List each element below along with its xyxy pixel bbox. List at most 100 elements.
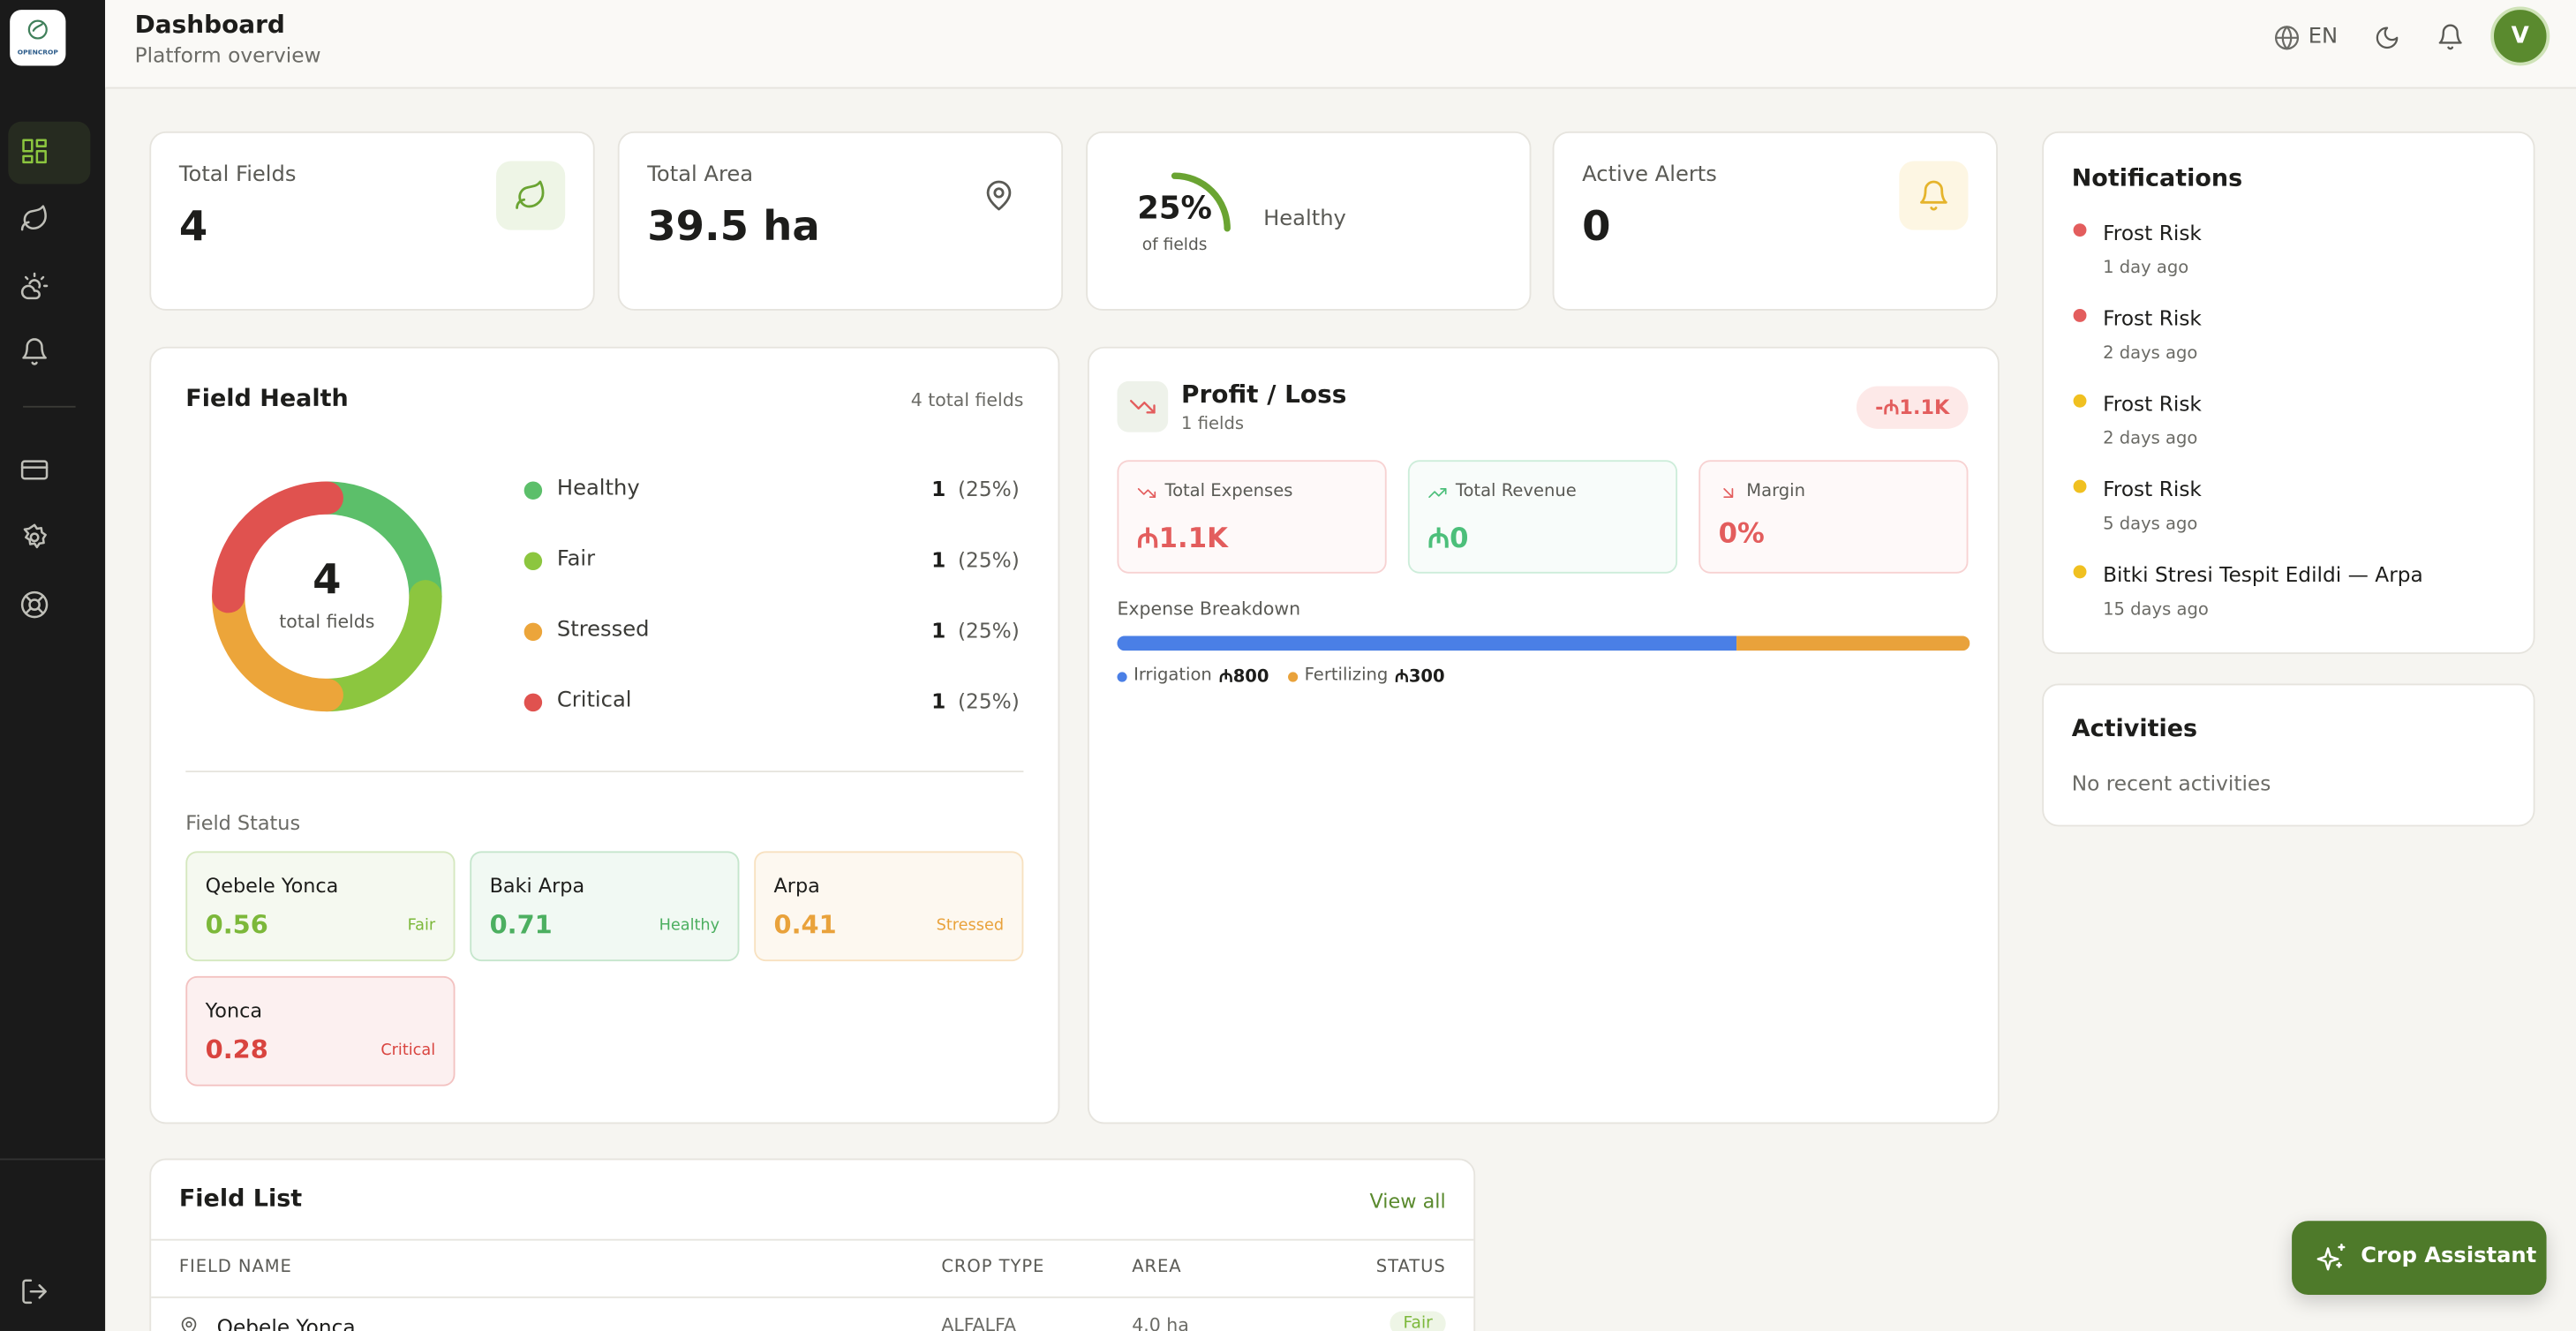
language[interactable]: EN [2308,24,2339,49]
nav-separator [0,1158,106,1161]
stat-card: Total Fields 4 [149,131,595,311]
stat-value: 39.5 ha [647,201,820,250]
field-score: 0.28 [205,1034,268,1065]
divider [185,771,1024,772]
breakdown-bar [1736,635,1970,651]
notification-title[interactable]: Bitki Stresi Tespit Edildi — Arpa [2103,561,2423,587]
row-cell: ALFALFA [941,1314,1016,1331]
nav-gear[interactable] [19,523,49,553]
legend-dot [523,481,543,500]
stat-label: Total Fields [178,162,297,188]
legend-share: (25%) [957,688,1020,713]
gauge-arc [1171,172,1231,232]
metric-box: Total Revenue ₼0 [1407,460,1678,574]
legend-name: Irrigation [1134,665,1212,686]
field-score: 0.56 [205,910,268,940]
legend-dot [523,693,543,712]
nav-logout[interactable] [19,1277,49,1307]
donut-segment [212,580,343,712]
donut-segment [310,580,442,712]
row-cell: Qebele Yonca [216,1314,356,1331]
field-card[interactable]: Baki Arpa 0.71 Healthy [470,851,740,962]
donut [212,481,442,712]
field-status: Critical [380,1041,436,1060]
page-subtitle: Platform overview [134,42,321,68]
row-cell: 4.0 ha [1132,1314,1189,1331]
assistant-button[interactable]: Crop Assistant [2292,1221,2547,1296]
section-title: Field Status [185,811,301,835]
field-list-card: Field List View all FIELD NAME CROP TYPE ARE… [149,1158,1476,1331]
field-card[interactable]: Arpa 0.41 Stressed [754,851,1024,962]
severity-dot [2073,479,2087,493]
stat-card: 25% of fields Healthy [1086,131,1532,311]
nav-cardi[interactable] [19,455,49,485]
column-header: STATUS [1375,1257,1446,1277]
field-card[interactable]: Qebele Yonca 0.56 Fair [185,851,456,962]
notification-title[interactable]: Frost Risk [2103,476,2202,501]
legend-share: (25%) [957,617,1020,643]
stat-value: 4 [178,201,208,250]
stat-card: Active Alerts 0 [1552,131,1998,311]
notification-title[interactable]: Frost Risk [2103,305,2202,331]
column-header: CROP TYPE [941,1257,1045,1277]
pl-badge: -₼1.1K [1856,386,1969,429]
avatar[interactable]: V [2490,6,2550,66]
field-status: Healthy [659,916,720,936]
nav-leaf[interactable] [19,204,49,234]
activities-card: Activities No recent activities [2042,683,2535,827]
bell-icon [1920,180,1947,211]
severity-dot [2073,308,2087,322]
legend-count: 1 [931,688,946,713]
donut-segment [212,481,343,613]
legend-count: 1 [931,546,946,572]
field-name: Arpa [773,874,820,898]
severity-dot [2073,394,2087,408]
metric-value: ₼0 [1427,523,1469,554]
metric-icon [1723,488,1734,499]
nav-active [8,121,91,184]
profit-loss-card: Profit / Loss 1 fields -₼1.1K Total Expense… [1087,346,2000,1124]
legend-amount: ₼800 [1218,666,1269,688]
view-all-link[interactable]: View all [1369,1189,1446,1213]
column-header: FIELD NAME [178,1257,292,1277]
notification-title[interactable]: Frost Risk [2103,391,2202,417]
pl-icon [1117,380,1169,432]
card-title: Activities [2071,716,2198,743]
card-title: Notifications [2071,166,2243,192]
globe-icon[interactable] [2274,25,2301,51]
field-status: Stressed [936,916,1005,936]
stat-label: Healthy [1263,207,1346,232]
nav-help[interactable] [19,590,49,620]
logo: OPENCROP [10,10,66,66]
field-card[interactable]: Yonca 0.28 Critical [185,975,456,1087]
legend-dot [523,552,543,571]
card-subtitle: 1 fields [1181,414,1245,434]
field-name: Yonca [205,998,263,1022]
center-value: 4 [313,555,342,604]
trend-down [1129,399,1156,414]
notification-title[interactable]: Frost Risk [2103,220,2202,245]
header-bell[interactable] [2437,23,2465,51]
legend-share: (25%) [957,476,1020,501]
legend-dot [523,622,543,642]
nav-bell[interactable] [19,337,49,367]
field-name: Baki Arpa [489,874,585,898]
spark-icon [2316,1243,2346,1271]
theme-toggle[interactable] [2374,25,2400,51]
gauge-caption: of fields [1141,237,1208,255]
legend-dot [1288,672,1299,682]
column-header: AREA [1132,1257,1182,1277]
sidebar [0,0,106,1331]
severity-dot [2073,223,2087,237]
nav-grid[interactable] [19,137,49,167]
metric-value: 0% [1718,517,1765,549]
card-title: Field List [178,1186,303,1213]
legend-name: Critical [556,688,632,713]
legend-name: Healthy [556,476,640,501]
metric-box: Margin 0% [1699,460,1969,574]
legend-count: 1 [931,476,946,501]
nav-weather[interactable] [19,271,49,301]
legend-name: Stressed [556,617,650,643]
